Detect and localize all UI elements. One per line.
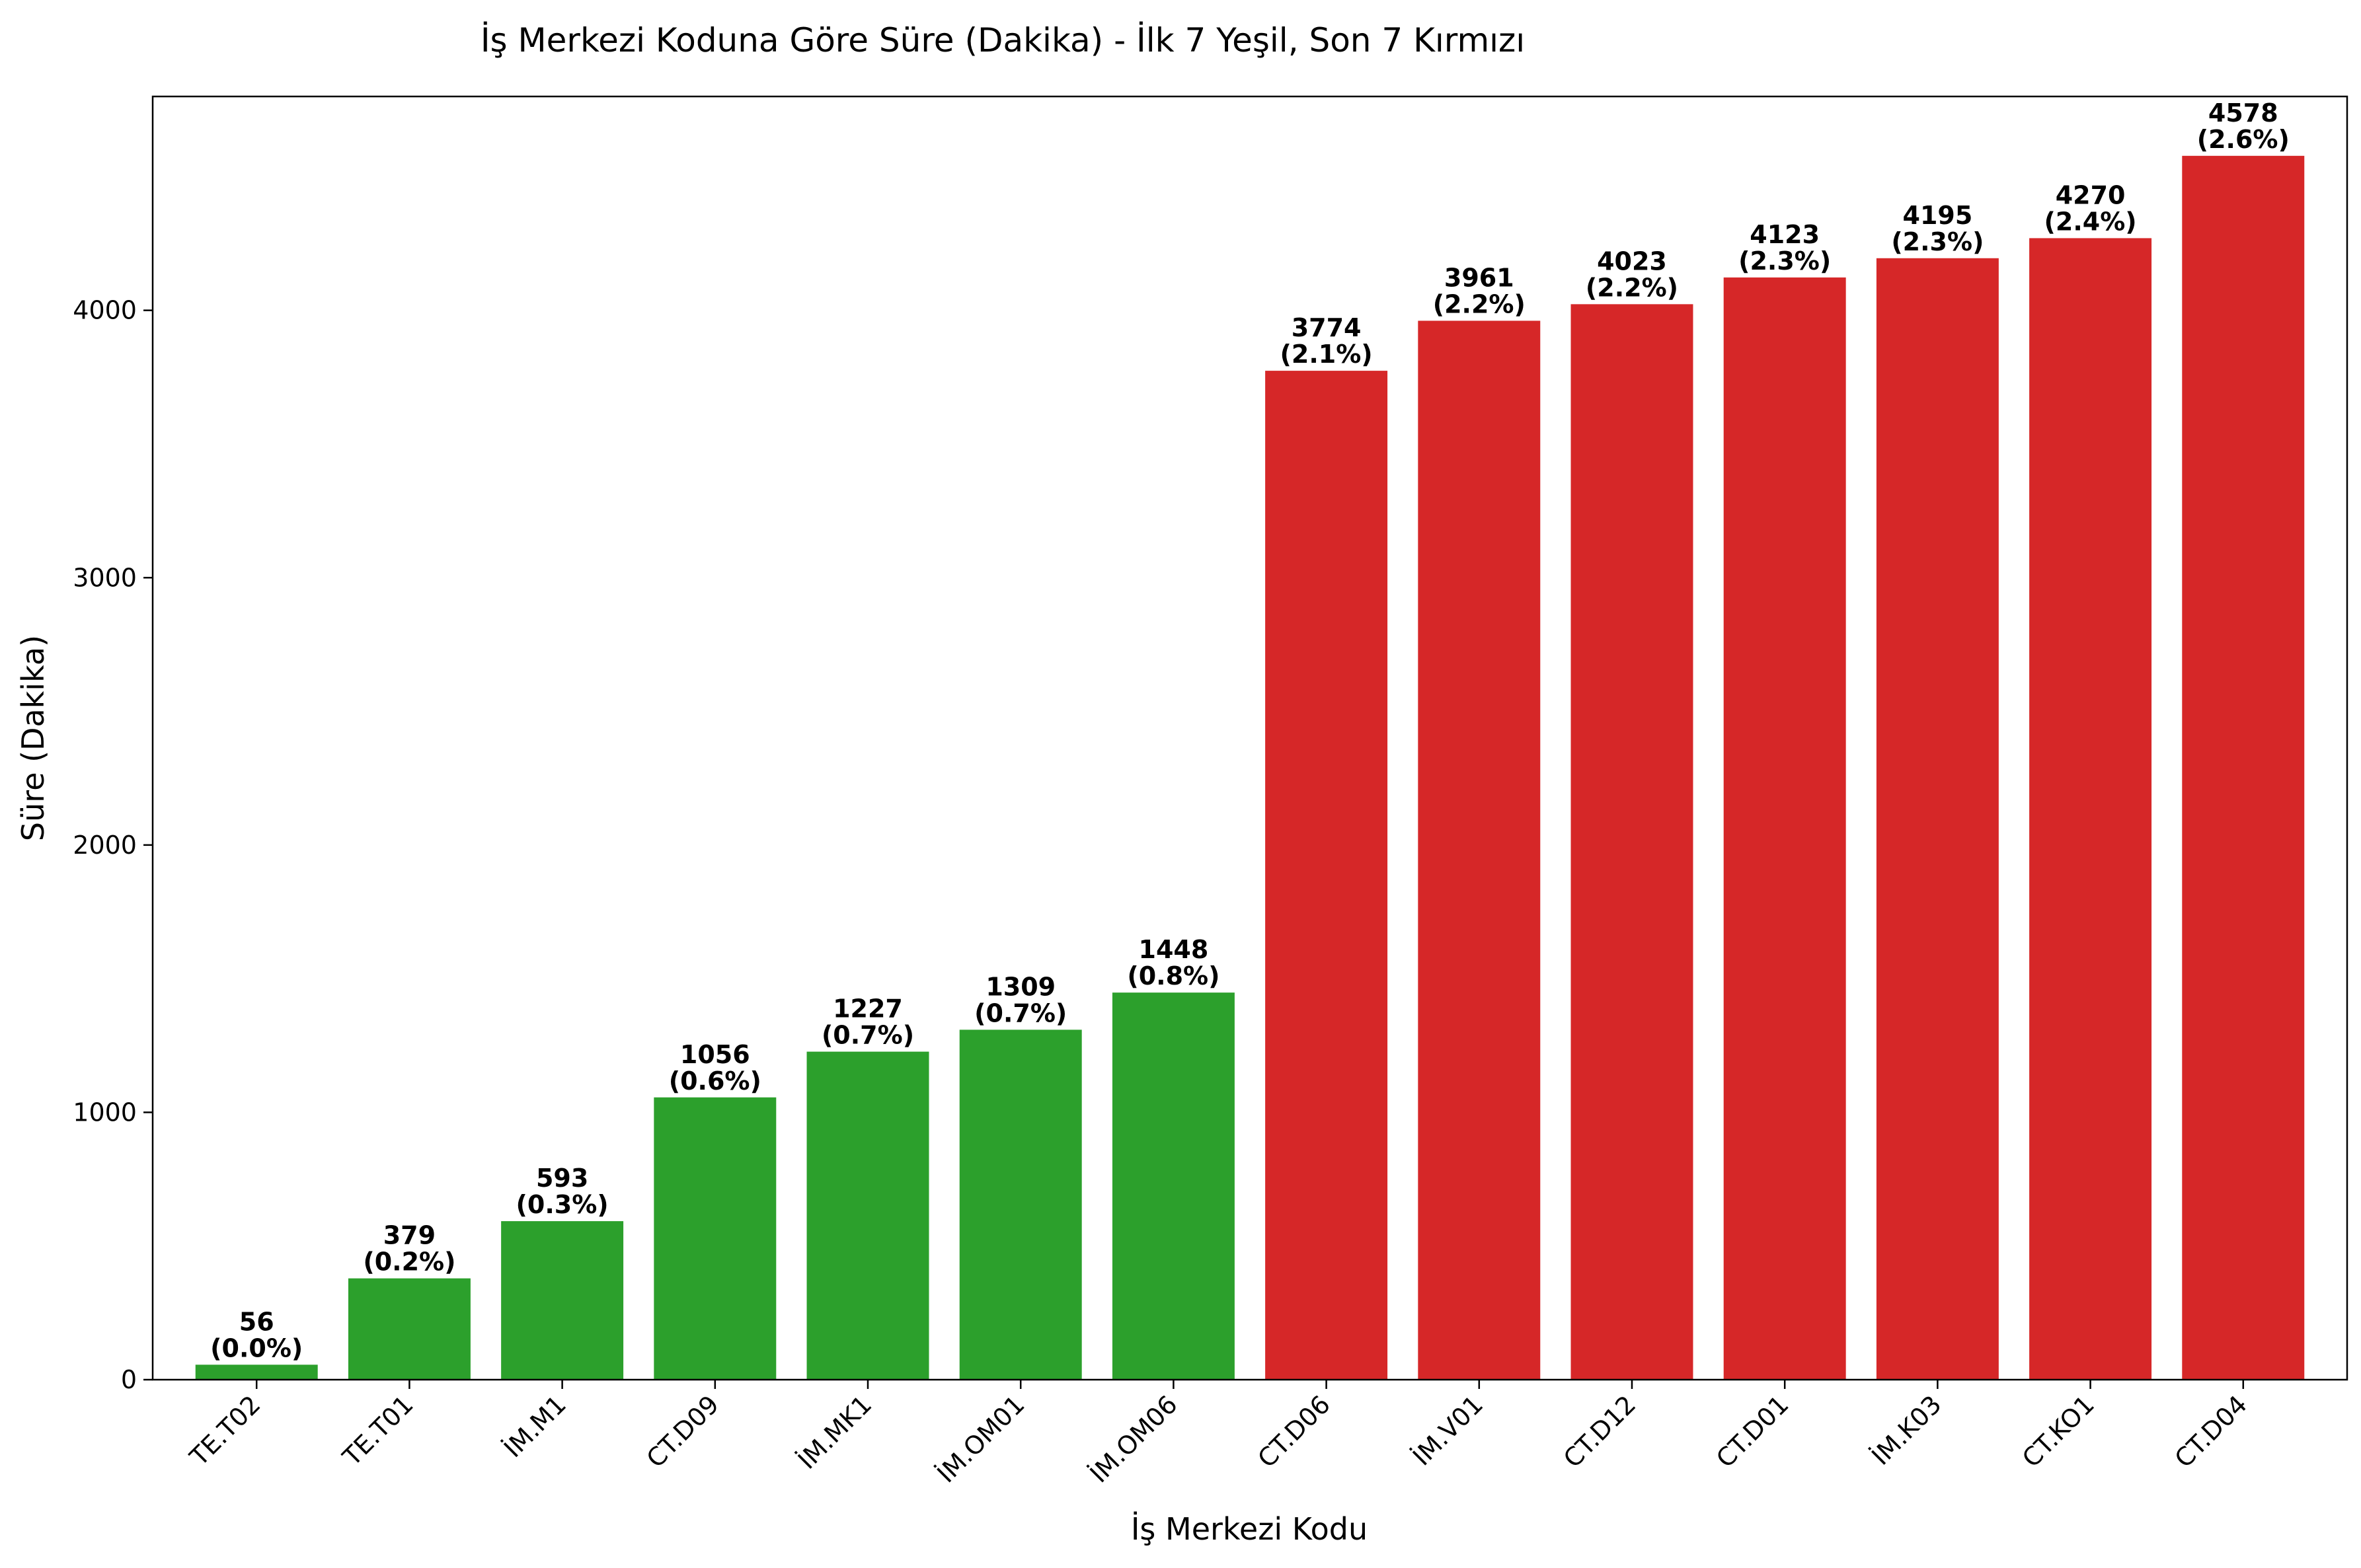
y-tick-label: 3000 [73, 563, 137, 592]
bar-percent-label: (0.8%) [1127, 961, 1219, 990]
x-tick-label: CT.D01 [1711, 1390, 1795, 1474]
x-tick-label: İM.K03 [1866, 1390, 1947, 1471]
bar-value-label: 1227 [833, 994, 903, 1024]
bar-value-label: 379 [383, 1221, 436, 1250]
bar-percent-label: (2.3%) [1738, 246, 1831, 276]
bar-percent-label: (0.6%) [669, 1066, 761, 1096]
bar-percent-label: (0.3%) [516, 1190, 609, 1219]
y-tick-label: 1000 [73, 1098, 137, 1127]
bar [1570, 304, 1693, 1380]
bar-value-label: 4578 [2208, 98, 2278, 128]
x-tick-label: CT.KO1 [2017, 1390, 2100, 1473]
y-tick-label: 4000 [73, 296, 137, 325]
bar [806, 1051, 929, 1380]
bar-value-label: 4195 [1903, 201, 1973, 230]
bar-percent-label: (2.4%) [2044, 207, 2137, 236]
bar-percent-label: (0.7%) [822, 1021, 914, 1050]
bar [1876, 258, 1999, 1380]
bar [195, 1364, 318, 1380]
y-tick-label: 0 [121, 1365, 137, 1394]
x-tick-label: TE.T01 [336, 1390, 418, 1472]
x-tick-label: İM.M1 [498, 1390, 572, 1463]
bar-percent-label: (2.2%) [1586, 273, 1678, 302]
bar-percent-label: (0.0%) [210, 1333, 303, 1363]
bar-percent-label: (2.3%) [1891, 227, 1984, 256]
bar-value-label: 1448 [1139, 935, 1209, 964]
bars [195, 155, 2305, 1380]
y-tick-label: 2000 [73, 831, 137, 860]
bar [2029, 238, 2152, 1380]
bar [2182, 155, 2305, 1380]
x-axis-ticks: TE.T02 TE.T01 İM.M1 CT.D09 İM.MK1 İM.OM01 İM.O… [184, 1380, 2253, 1489]
bar-value-label: 4270 [2056, 180, 2126, 209]
bar-value-label: 4123 [1750, 220, 1820, 249]
x-tick-label: TE.T02 [184, 1390, 266, 1472]
bar-percent-label: (0.7%) [974, 998, 1067, 1027]
bar [1723, 277, 1846, 1380]
bar-percent-label: (0.2%) [363, 1248, 455, 1277]
x-tick-label: İM.OM01 [931, 1390, 1030, 1488]
bar [959, 1029, 1082, 1380]
bar [654, 1097, 777, 1380]
bar-percent-label: (2.6%) [2197, 125, 2290, 154]
x-axis-label: İş Merkezi Kodu [1131, 1511, 1368, 1547]
bar [348, 1278, 471, 1380]
bar [1112, 992, 1235, 1380]
x-tick-label: CT.D04 [2169, 1390, 2253, 1474]
x-tick-label: CT.D09 [641, 1390, 725, 1474]
bar-value-label: 3774 [1292, 313, 1362, 342]
x-tick-label: İM.OM06 [1084, 1390, 1182, 1488]
y-axis-label: Süre (Dakika) [15, 635, 51, 841]
y-axis-ticks: 0 1000 2000 3000 4000 [73, 296, 153, 1394]
bar-value-label: 593 [536, 1164, 588, 1193]
bar [501, 1221, 624, 1380]
bar-value-label: 56 [239, 1307, 274, 1336]
x-tick-label: CT.D12 [1558, 1390, 1642, 1474]
bar [1418, 320, 1541, 1380]
bar-percent-label: (2.2%) [1433, 289, 1526, 318]
plot-frame [151, 95, 2348, 1381]
chart-title: İş Merkezi Koduna Göre Süre (Dakika) - İ… [481, 21, 1525, 59]
bar-value-label: 1309 [986, 972, 1056, 1001]
bar-value-label: 1056 [680, 1040, 750, 1069]
bar-percent-label: (2.1%) [1280, 340, 1373, 369]
x-tick-label: İM.MK1 [793, 1390, 878, 1475]
bar-value-label: 3961 [1444, 263, 1514, 292]
x-tick-label: İM.V01 [1407, 1390, 1489, 1471]
bar [1265, 371, 1388, 1380]
data-labels: 56(0.0%) 379(0.2%) 593(0.3%) 1056(0.6%) 1227… [210, 98, 2290, 1363]
bar-value-label: 4023 [1597, 246, 1667, 276]
x-tick-label: CT.D06 [1252, 1390, 1336, 1474]
